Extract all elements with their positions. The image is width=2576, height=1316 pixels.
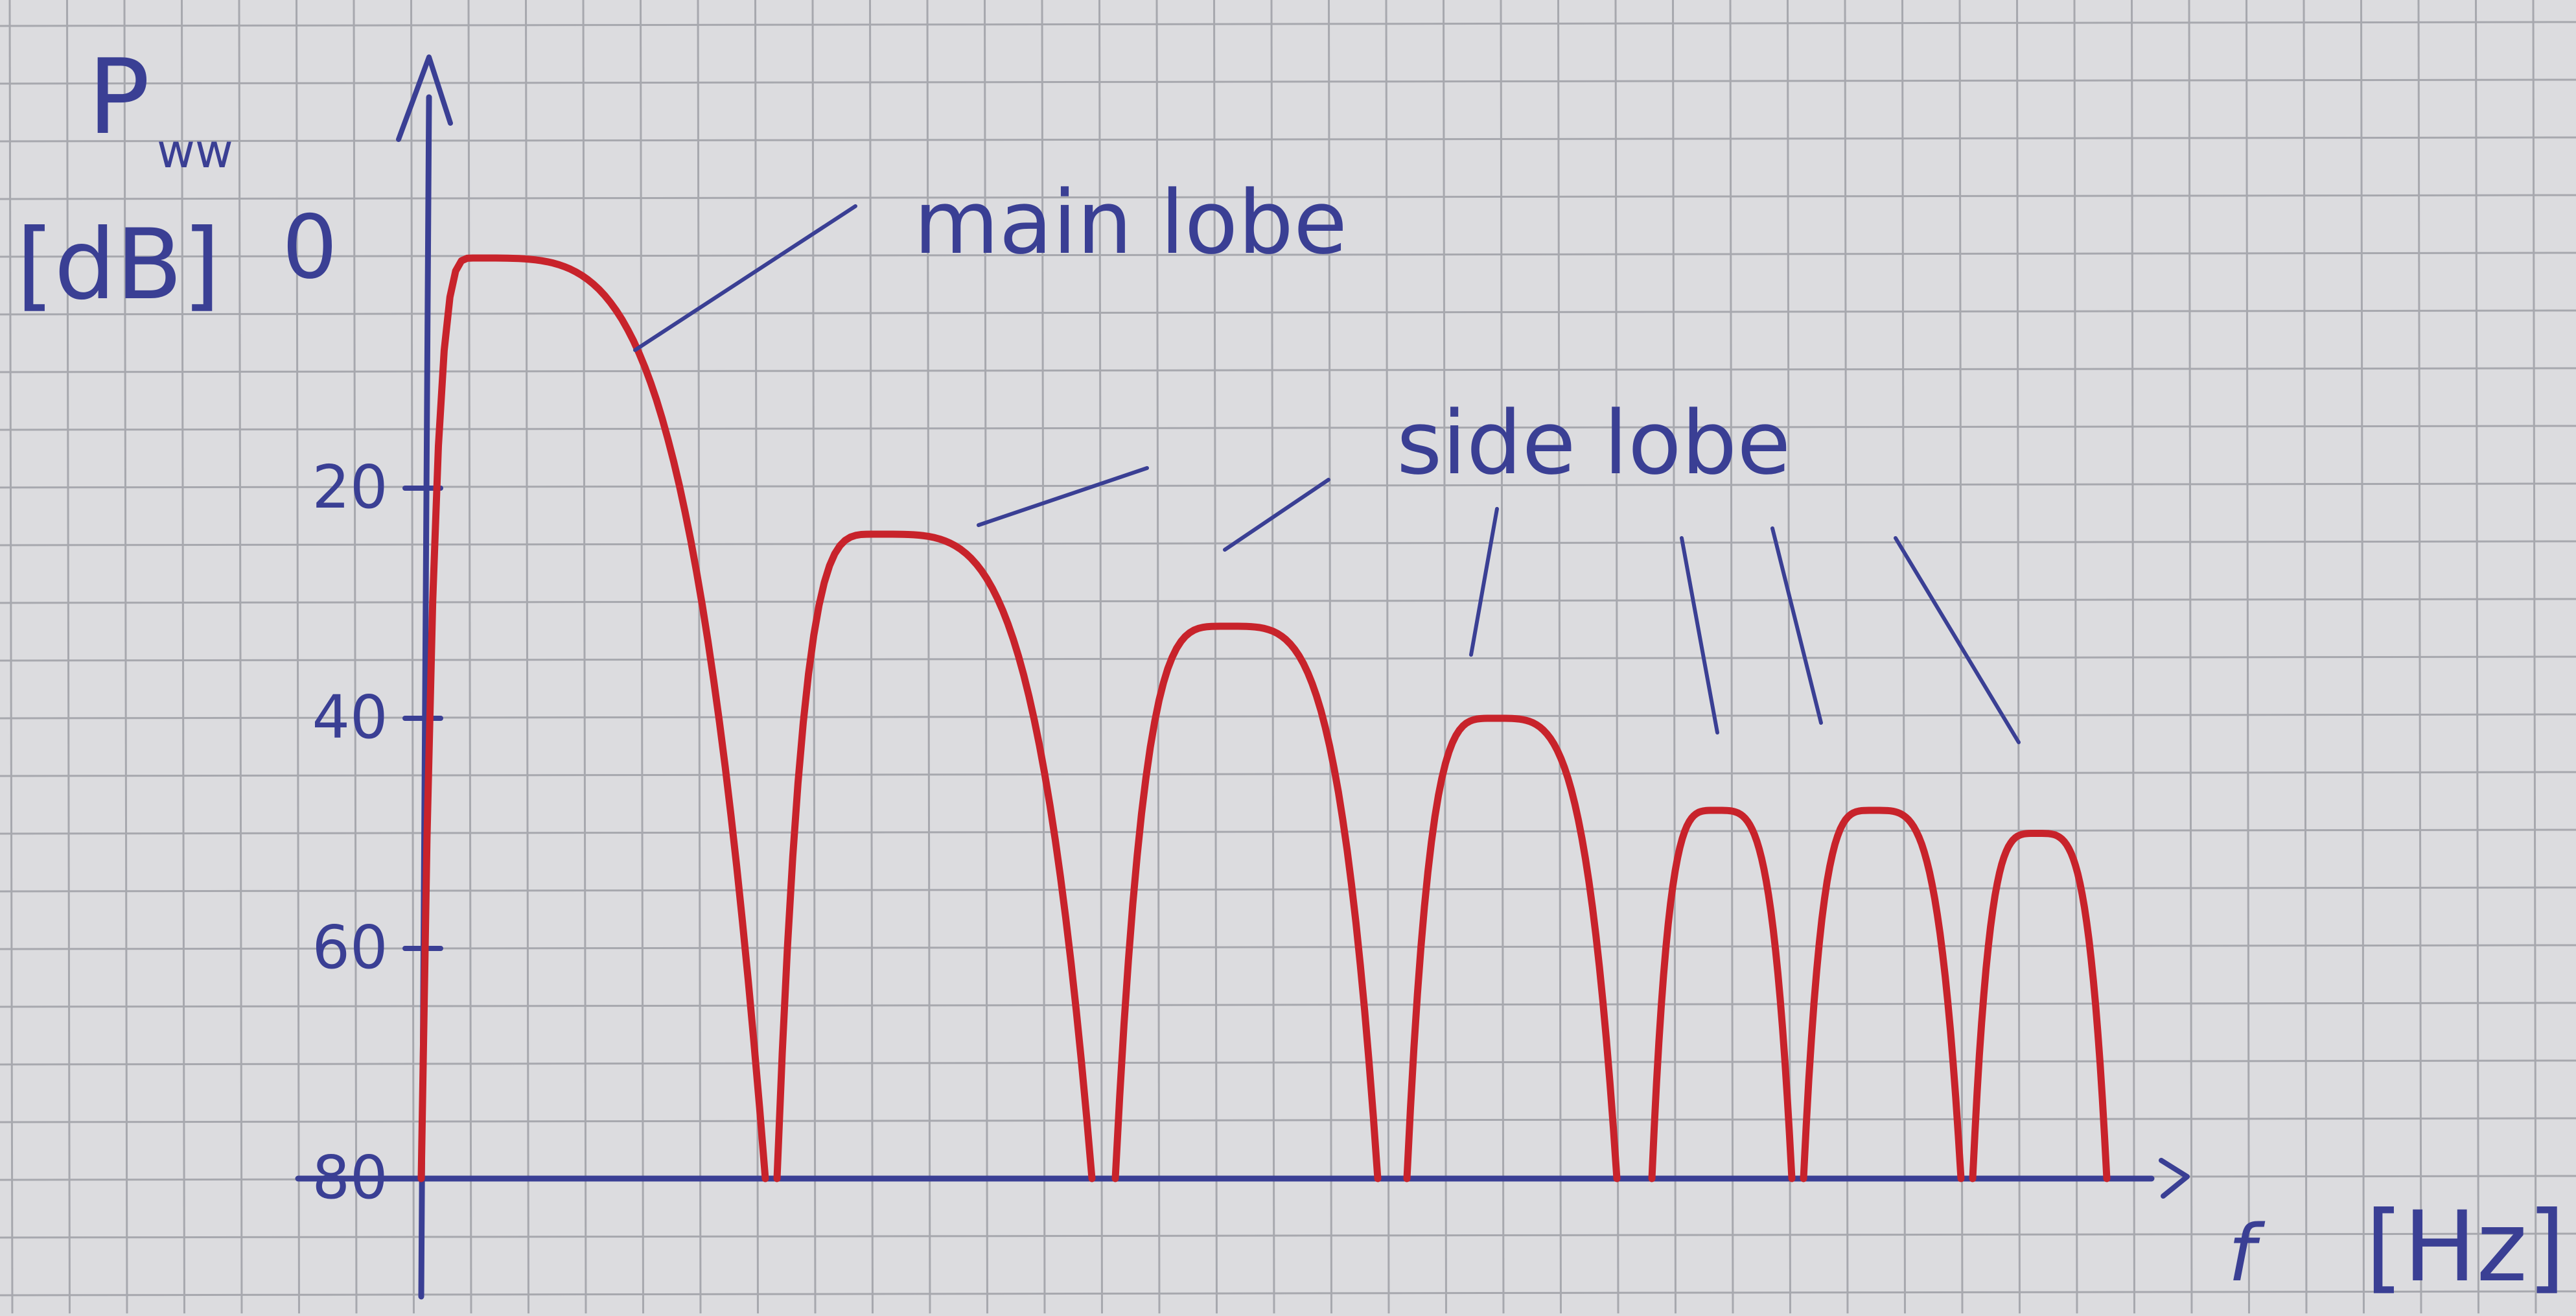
y-tick-label: 0 xyxy=(282,196,338,298)
grid-line-v xyxy=(1213,0,1218,1314)
grid-line-v xyxy=(1385,0,1390,1314)
grid-line-v xyxy=(525,0,529,1314)
grid-line-h xyxy=(0,1232,2576,1239)
y-tick-label: 40 xyxy=(312,683,388,752)
grid-line-v xyxy=(1500,0,1505,1314)
annotation-side-lobe: side lobe xyxy=(1397,392,1791,494)
lobe-curve xyxy=(1403,714,1621,1182)
annotation-leader-line xyxy=(633,204,857,352)
grid-line-v xyxy=(1328,0,1332,1314)
grid-line-v xyxy=(1672,0,1677,1314)
y-axis-label: P xyxy=(87,36,150,158)
grid-line-h xyxy=(0,1002,2576,1008)
y-tick-label: 80 xyxy=(312,1143,388,1212)
grid-line-h xyxy=(0,1059,2576,1066)
grid-line-v xyxy=(1270,0,1275,1314)
lobe-curve xyxy=(417,254,769,1182)
grid-line-v xyxy=(66,0,71,1314)
grid-line-v xyxy=(1443,0,1447,1314)
annotation-leader-line xyxy=(1680,536,1719,734)
grid-line-v xyxy=(640,0,644,1314)
lobe-curve xyxy=(1648,806,1796,1182)
x-axis-unit: [Hz] xyxy=(2365,1191,2566,1304)
annotation-main-lobe: main lobe xyxy=(914,172,1347,274)
lobe-curve xyxy=(1111,622,1382,1182)
grid-line-v xyxy=(238,0,243,1314)
y-ticks: 0 20 40 60 80 xyxy=(282,196,443,1212)
grid-line-v xyxy=(1614,0,1619,1314)
grid-line-v xyxy=(296,0,300,1314)
spectrum-curve xyxy=(417,254,2111,1182)
annotations: main lobe side lobe xyxy=(633,172,2021,744)
grid-line-v xyxy=(582,0,587,1314)
grid-line-h xyxy=(0,1117,2576,1123)
x-axis-arrow xyxy=(2159,1158,2190,1199)
y-axis-arrow xyxy=(396,54,453,142)
axis-labels: P ww [dB] f [Hz] xyxy=(16,36,2566,1304)
annotation-leader-line xyxy=(1469,507,1499,657)
lobe-curve xyxy=(1800,806,1965,1182)
grid-line-v xyxy=(8,0,14,1314)
grid-line-v xyxy=(181,0,185,1314)
grid-line-v xyxy=(410,0,415,1314)
lobe-curve xyxy=(1969,830,2111,1182)
annotation-leader-line xyxy=(1770,526,1823,725)
y-axis-unit: [dB] xyxy=(16,209,220,322)
annotation-leader-line xyxy=(1223,478,1330,552)
grid-line-v xyxy=(1098,0,1103,1314)
grid-line-v xyxy=(1729,0,1734,1314)
grid-line-v xyxy=(1557,0,1562,1314)
grid-line-v xyxy=(353,0,358,1314)
annotation-leader-line xyxy=(1894,536,2021,744)
grid-line-v xyxy=(1901,0,1906,1314)
grid-line-v xyxy=(123,0,128,1314)
grid-line-h xyxy=(0,21,2576,27)
y-axis-label-subscript: ww xyxy=(157,124,233,178)
grid-line-h xyxy=(0,1290,2576,1297)
grid-line-v xyxy=(1844,0,1849,1314)
grid-line-v xyxy=(926,0,931,1314)
y-tick-label: 60 xyxy=(312,913,388,982)
grid-line-v xyxy=(697,0,702,1314)
grid-line-v xyxy=(1155,0,1161,1314)
lobe-curve xyxy=(773,530,1096,1182)
grid-line-v xyxy=(869,0,874,1314)
grid-line-h xyxy=(0,78,2576,85)
annotation-leader-line xyxy=(977,466,1149,527)
y-tick-label: 20 xyxy=(312,452,388,522)
grid-line-v xyxy=(984,0,988,1314)
grid-line-h xyxy=(0,540,2576,546)
grid-line-v xyxy=(1041,0,1046,1314)
grid-line-v xyxy=(467,0,472,1314)
